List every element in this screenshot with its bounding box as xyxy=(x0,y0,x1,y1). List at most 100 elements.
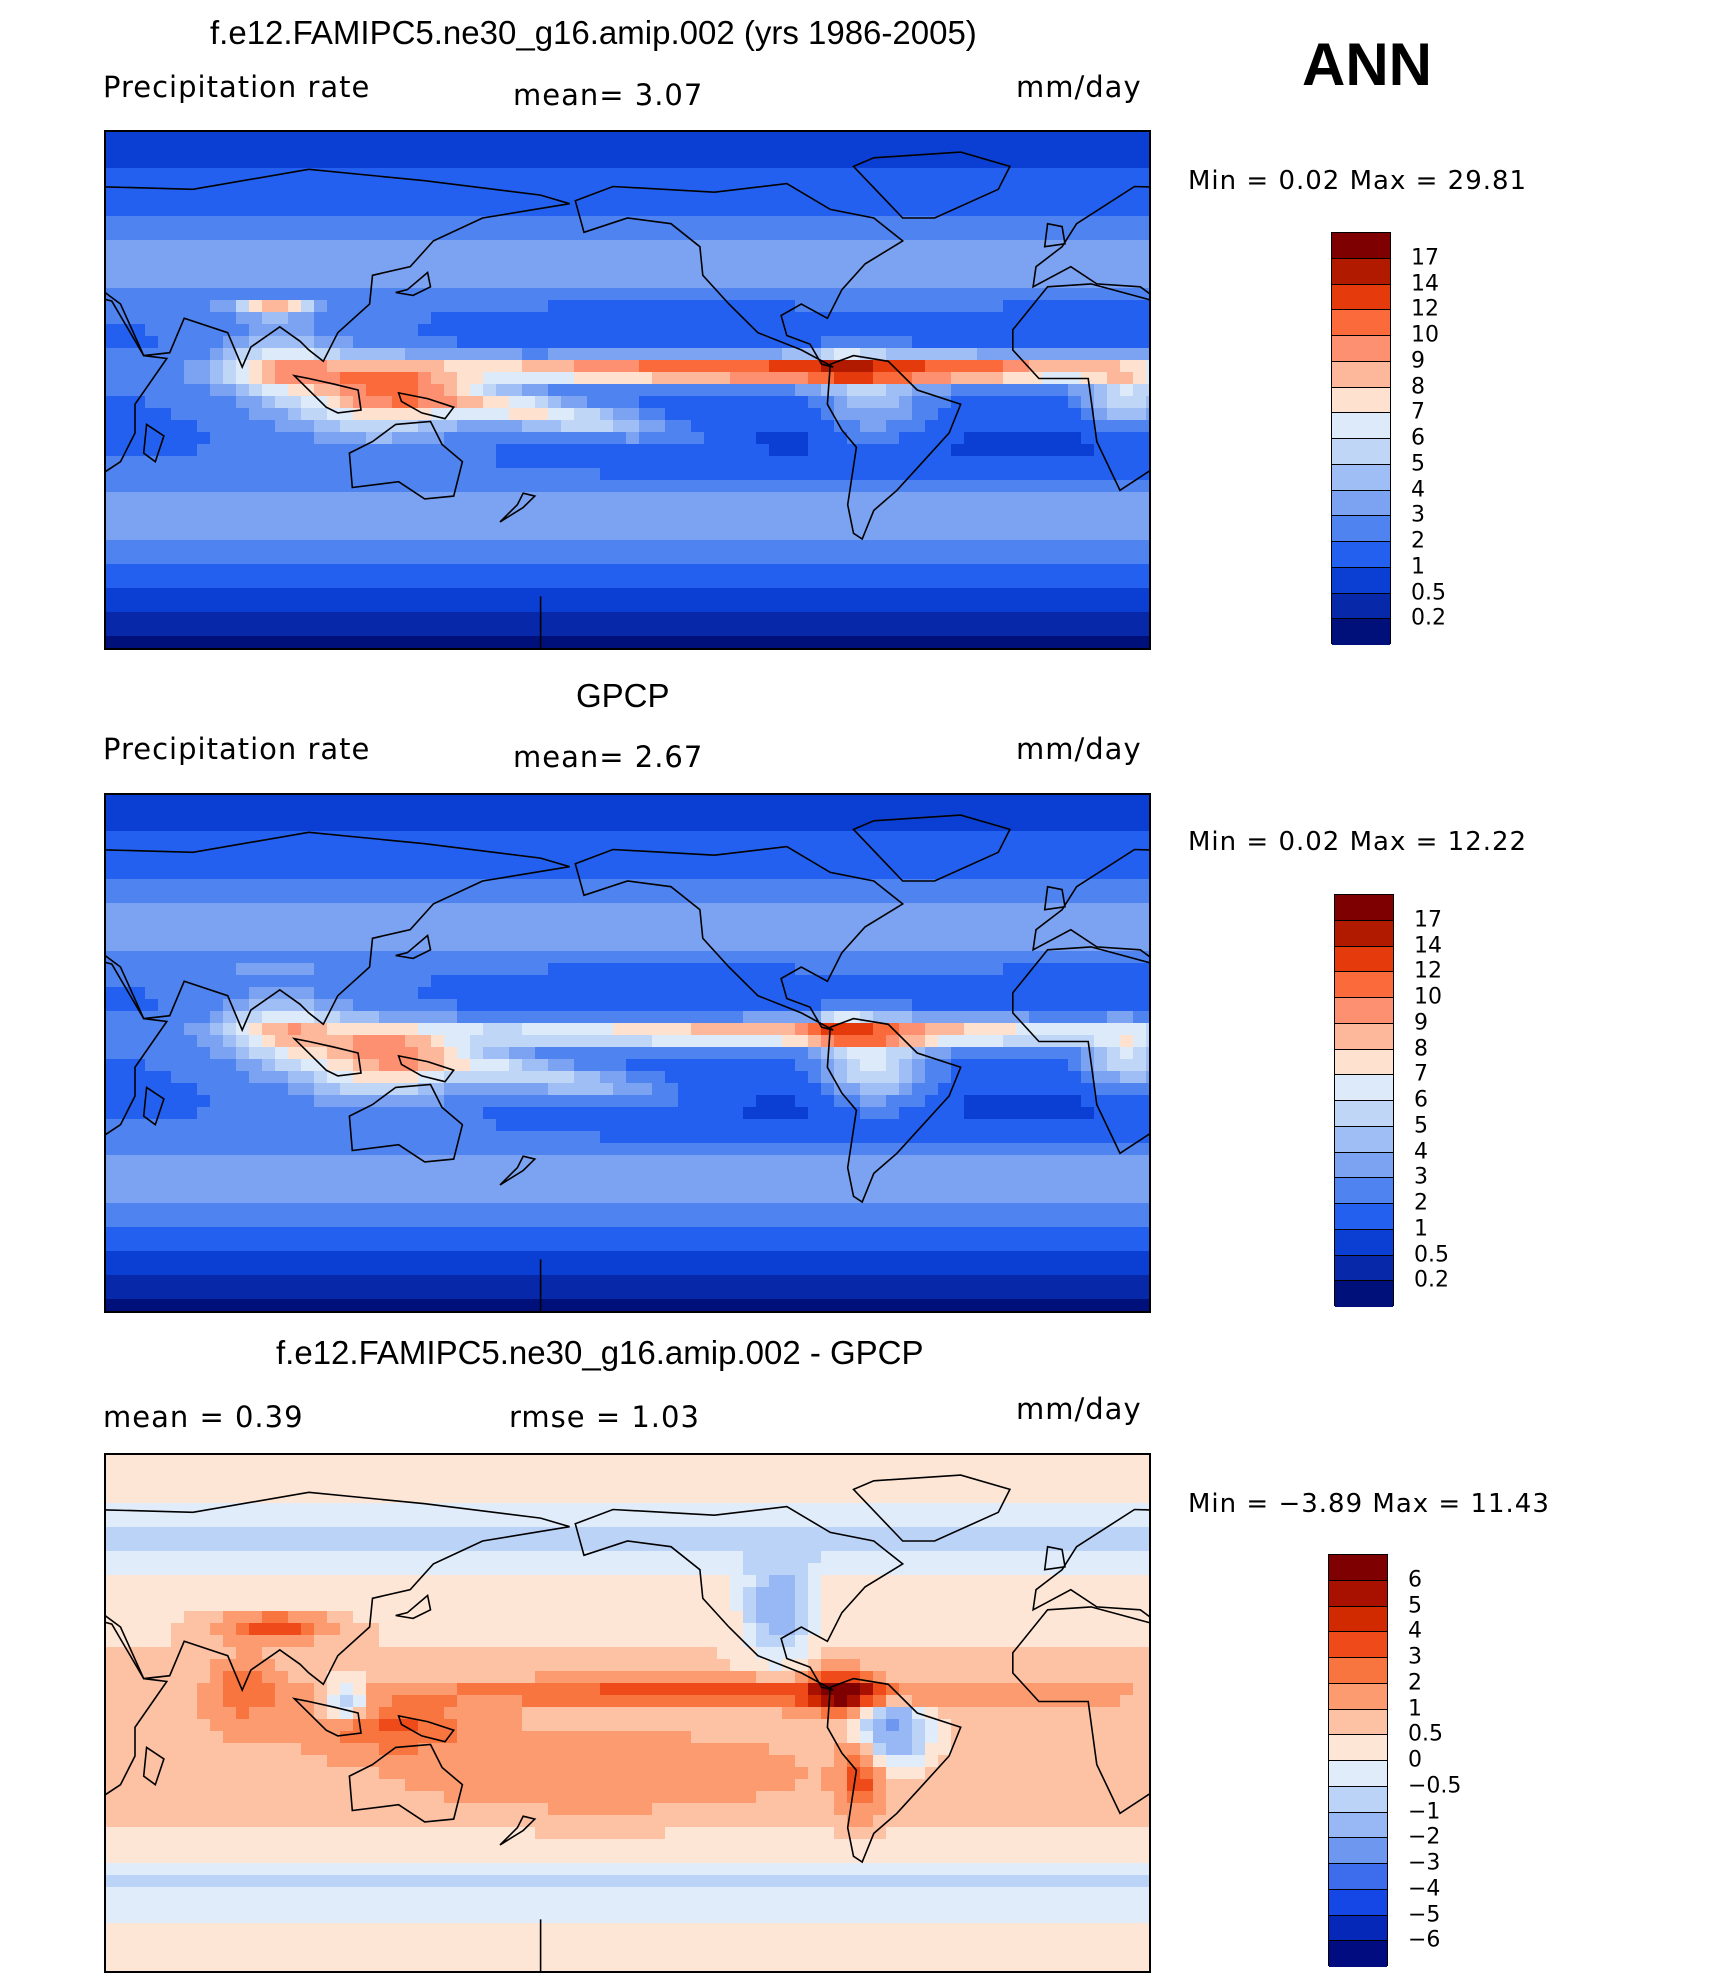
field-cell xyxy=(106,576,120,589)
field-cell xyxy=(782,636,796,648)
field-cell xyxy=(613,204,627,217)
field-cell xyxy=(990,180,1004,193)
field-cell xyxy=(730,360,744,373)
field-cell xyxy=(769,612,783,625)
field-cell xyxy=(639,132,653,145)
field-cell xyxy=(236,612,250,625)
field-cell xyxy=(496,879,510,892)
field-cell xyxy=(600,963,614,976)
field-cell xyxy=(561,915,575,928)
field-cell xyxy=(951,624,965,637)
field-cell xyxy=(873,903,887,916)
field-cell xyxy=(964,999,978,1012)
field-cell xyxy=(1029,795,1043,808)
field-cell xyxy=(717,156,731,169)
field-cell xyxy=(1094,192,1108,205)
field-cell xyxy=(977,927,991,940)
field-cell xyxy=(717,288,731,301)
field-cell xyxy=(444,600,458,613)
field-cell xyxy=(431,480,445,493)
field-cell xyxy=(860,144,874,157)
field-cell xyxy=(171,336,185,349)
field-cell xyxy=(743,819,757,832)
field-cell xyxy=(366,819,380,832)
field-cell xyxy=(1094,927,1108,940)
field-cell xyxy=(691,288,705,301)
field-cell xyxy=(1016,444,1030,457)
field-cell xyxy=(925,492,939,505)
field-cell xyxy=(535,408,549,421)
field-cell xyxy=(600,288,614,301)
field-cell xyxy=(730,516,744,529)
field-cell xyxy=(275,252,289,265)
field-cell xyxy=(470,636,484,648)
field-cell xyxy=(431,999,445,1012)
field-cell xyxy=(1055,132,1069,145)
field-cell xyxy=(899,336,913,349)
field-cell xyxy=(418,480,432,493)
field-cell xyxy=(509,867,523,880)
field-cell xyxy=(301,132,315,145)
field-cell xyxy=(1016,807,1030,820)
field-cell xyxy=(1133,468,1147,481)
field-cell xyxy=(1146,480,1149,493)
field-cell xyxy=(938,807,952,820)
field-cell xyxy=(691,879,705,892)
field-cell xyxy=(236,504,250,517)
field-cell xyxy=(795,927,809,940)
field-cell xyxy=(1029,963,1043,976)
field-cell xyxy=(522,336,536,349)
field-cell xyxy=(834,588,848,601)
field-cell xyxy=(223,831,237,844)
field-cell xyxy=(626,963,640,976)
field-cell xyxy=(834,384,848,397)
field-cell xyxy=(678,300,692,313)
field-cell xyxy=(314,300,328,313)
field-cell xyxy=(704,480,718,493)
field-cell xyxy=(470,456,484,469)
field-cell xyxy=(106,324,120,337)
field-cell xyxy=(964,264,978,277)
field-cell xyxy=(795,843,809,856)
field-cell xyxy=(821,939,835,952)
field-cell xyxy=(990,903,1004,916)
field-cell xyxy=(184,456,198,469)
field-cell xyxy=(418,819,432,832)
field-cell xyxy=(886,300,900,313)
field-cell xyxy=(873,999,887,1012)
field-cell xyxy=(431,879,445,892)
field-cell xyxy=(925,867,939,880)
field-cell xyxy=(223,384,237,397)
field-cell xyxy=(626,324,640,337)
field-cell xyxy=(1094,636,1108,648)
field-cell xyxy=(1029,300,1043,313)
field-cell xyxy=(704,624,718,637)
field-cell xyxy=(145,624,159,637)
field-cell xyxy=(223,168,237,181)
field-cell xyxy=(106,999,120,1012)
field-cell xyxy=(1003,528,1017,541)
field-cell xyxy=(834,831,848,844)
field-cell xyxy=(587,240,601,253)
field-cell xyxy=(886,807,900,820)
coastline xyxy=(106,168,570,370)
field-cell xyxy=(600,468,614,481)
field-cell xyxy=(704,636,718,648)
field-cell xyxy=(951,807,965,820)
field-cell xyxy=(132,240,146,253)
field-cell xyxy=(301,504,315,517)
field-cell xyxy=(470,963,484,976)
field-cell xyxy=(288,588,302,601)
field-cell xyxy=(925,264,939,277)
field-cell xyxy=(977,288,991,301)
field-cell xyxy=(847,552,861,565)
field-cell xyxy=(782,456,796,469)
field-cell xyxy=(990,336,1004,349)
field-cell xyxy=(171,831,185,844)
field-cell xyxy=(873,480,887,493)
field-cell xyxy=(899,915,913,928)
field-cell xyxy=(1107,396,1121,409)
field-cell xyxy=(366,867,380,880)
field-cell xyxy=(899,180,913,193)
field-cell xyxy=(444,288,458,301)
